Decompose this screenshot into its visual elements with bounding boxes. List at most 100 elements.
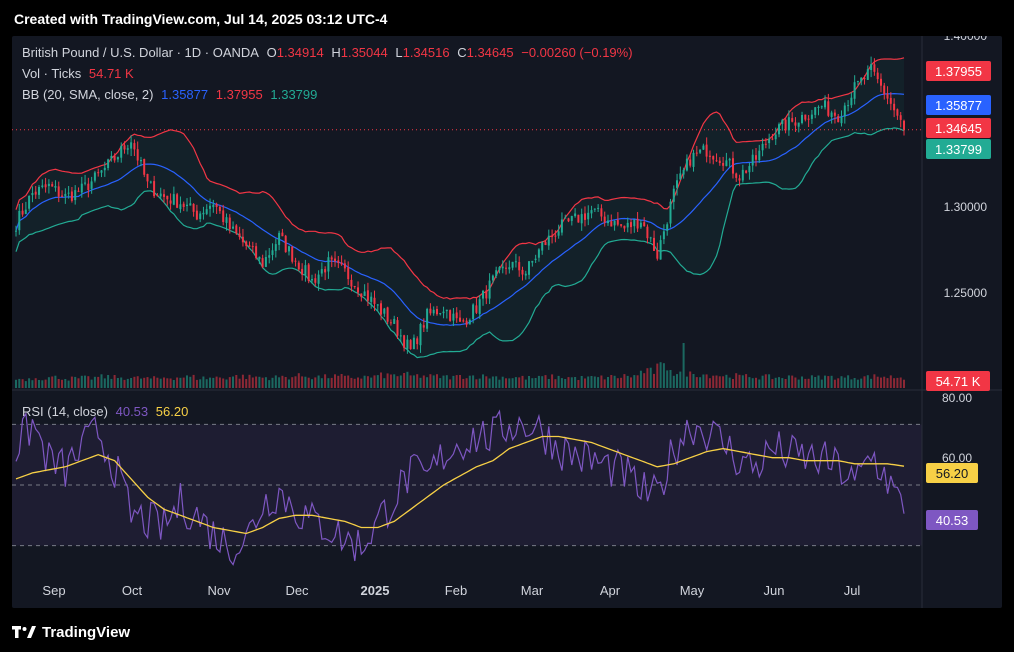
candle-body (702, 145, 705, 150)
candle-body (883, 85, 886, 95)
candle-body (202, 212, 205, 215)
candle-body (373, 297, 376, 304)
candle-body (186, 204, 188, 206)
candle-body (169, 200, 172, 204)
candle-body (524, 273, 527, 276)
candle-body (820, 106, 823, 108)
candle-body (288, 246, 290, 252)
volume-bar (514, 377, 517, 388)
candle-body (488, 280, 491, 299)
volume-bar (695, 377, 698, 388)
candle-body (899, 115, 902, 120)
chart-area[interactable]: 1.40000 1.30000 1.25000 80.00 60.00 Sep Oct Nov… (12, 36, 1002, 608)
volume-bar (774, 377, 777, 388)
volume-bar (603, 379, 606, 388)
volume-bar (761, 375, 764, 388)
candle-body (133, 143, 136, 150)
candle-body (827, 101, 830, 116)
candle-body (528, 261, 530, 275)
volume-bar (636, 375, 639, 388)
axis-badge-text: 1.35877 (935, 98, 982, 113)
volume-bar (149, 378, 152, 388)
volume-bar (15, 379, 17, 388)
candle-body (501, 266, 504, 269)
volume-bar (459, 375, 461, 388)
candle-body (327, 257, 330, 272)
volume-bar (70, 376, 73, 388)
candle-body (429, 308, 432, 314)
candle-body (403, 335, 406, 348)
volume-bar (426, 377, 429, 388)
candle-body (192, 204, 195, 212)
candle-body (518, 262, 521, 271)
candle-body (807, 118, 810, 120)
watermark-bar: Created with TradingView.com, Jul 14, 20… (0, 0, 1014, 36)
chart-canvas[interactable]: 1.40000 1.30000 1.25000 80.00 60.00 Sep Oct Nov… (12, 36, 1002, 608)
volume-bar (544, 375, 547, 388)
candle-body (24, 209, 27, 214)
volume-bar (814, 377, 817, 388)
candle-body (847, 105, 850, 107)
volume-bar (883, 376, 886, 388)
candle-body (340, 262, 343, 265)
candle-body (459, 317, 461, 322)
candle-body (320, 269, 323, 274)
candle-body (860, 77, 863, 82)
volume-bar (337, 375, 340, 388)
candle-body (28, 196, 31, 209)
candle-body (600, 208, 603, 217)
candle-body (442, 311, 445, 314)
candle-body (34, 191, 37, 195)
candle-body (554, 235, 557, 237)
volume-bar (41, 380, 44, 388)
candle-body (107, 159, 110, 168)
volume-bar (31, 380, 34, 388)
volume-bar (784, 379, 787, 388)
volume-bar (383, 378, 386, 388)
volume-bar (297, 373, 300, 388)
candle-body (590, 210, 593, 214)
candle-body (636, 218, 639, 229)
volume-bar (778, 377, 780, 388)
volume-bar (679, 371, 682, 388)
volume-label[interactable]: Vol · Ticks (22, 66, 82, 81)
bb-upper-value: 1.37955 (215, 87, 263, 102)
candle-body (810, 114, 813, 119)
axis-badge-text: 1.37955 (935, 64, 982, 79)
symbol-title[interactable]: British Pound / U.S. Dollar · 1D · OANDA (22, 45, 259, 60)
rsi-label[interactable]: RSI (14, close) (22, 404, 108, 419)
volume-bar (429, 374, 432, 388)
volume-bar (143, 377, 146, 388)
candle-body (449, 310, 452, 321)
volume-bar (64, 379, 67, 388)
candle-body (120, 145, 123, 158)
volume-bars (15, 343, 905, 388)
volume-bar (597, 377, 600, 388)
candle-body (876, 72, 879, 80)
candle-body (715, 160, 718, 162)
candle-body (284, 235, 287, 253)
volume-bar (317, 375, 320, 388)
candle-body (580, 214, 583, 224)
volume-bar (373, 375, 376, 388)
tradingview-footer[interactable]: TradingView (12, 620, 130, 644)
candle-body (80, 183, 83, 193)
volume-bar (682, 343, 685, 388)
rsi-grid (12, 36, 1002, 608)
volume-bar (817, 375, 820, 388)
volume-bar (689, 371, 692, 388)
candle-body (771, 138, 774, 140)
bb-label[interactable]: BB (20, SMA, close, 2) (22, 87, 154, 102)
candle-body (482, 290, 484, 299)
volume-bar (843, 377, 846, 388)
volume-bar (551, 374, 554, 388)
volume-bar (505, 378, 507, 388)
candle-body (626, 222, 629, 228)
candle-body (685, 158, 688, 171)
volume-bar (741, 375, 744, 388)
volume-bar (787, 375, 790, 388)
volume-bar (268, 380, 271, 388)
volume-bar (215, 376, 218, 388)
candle-body (639, 222, 642, 228)
volume-bar (824, 375, 826, 388)
